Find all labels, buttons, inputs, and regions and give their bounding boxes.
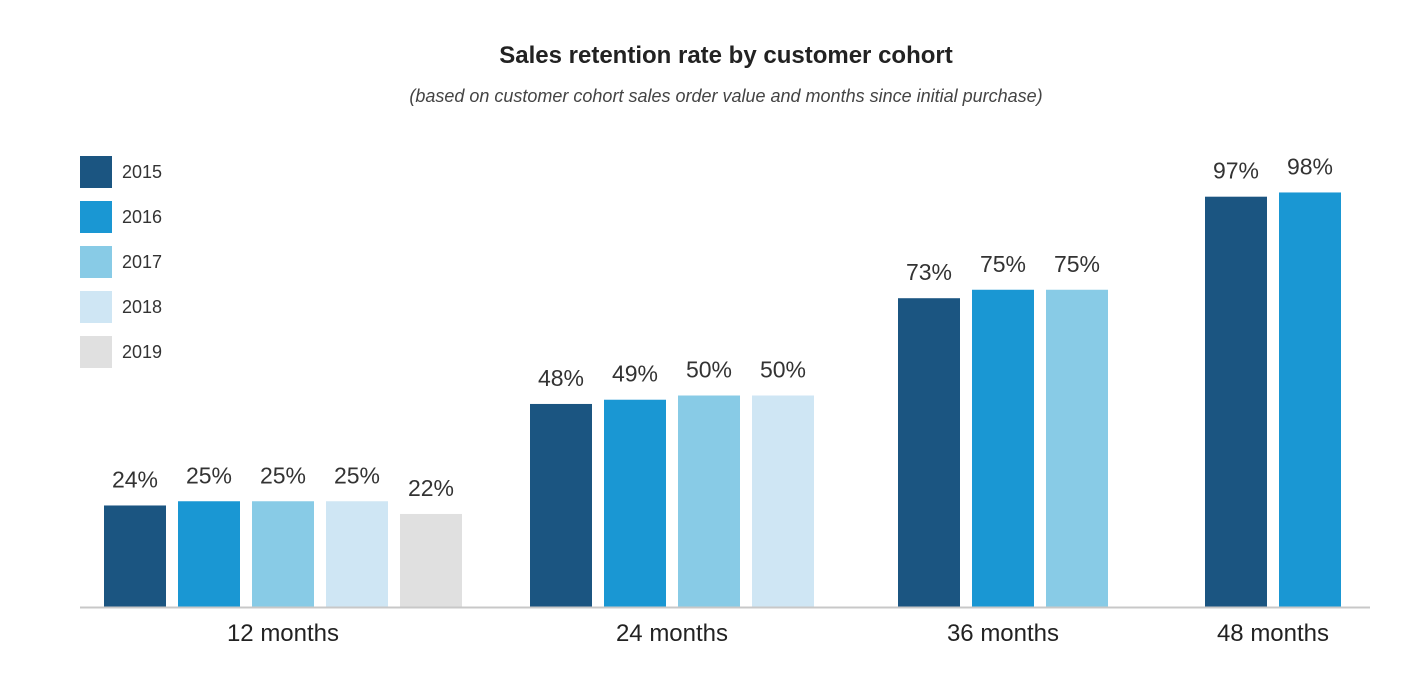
data-label-2016-12-months: 25% — [186, 462, 232, 488]
chart-subtitle: (based on customer cohort sales order va… — [409, 86, 1043, 106]
bar-2019-12-months — [400, 513, 462, 607]
legend-label-2019: 2019 — [122, 342, 162, 362]
category-label-36-months: 36 months — [947, 620, 1059, 647]
data-label-2017-36-months: 75% — [1054, 251, 1100, 277]
data-label-2015-12-months: 24% — [112, 466, 158, 492]
legend: 2015 2016 2017 2018 2019 — [80, 156, 162, 368]
data-label-2016-36-months: 75% — [980, 251, 1026, 277]
bars-group — [104, 192, 1341, 607]
data-label-2018-24-months: 50% — [760, 357, 806, 383]
data-label-2017-24-months: 50% — [686, 357, 732, 383]
bar-2017-24-months — [678, 395, 740, 607]
legend-swatch-2015 — [80, 156, 112, 188]
data-label-2015-36-months: 73% — [906, 259, 952, 285]
category-label-12-months: 12 months — [227, 620, 339, 647]
bar-2015-12-months — [104, 505, 166, 607]
data-label-2016-48-months: 98% — [1287, 153, 1333, 179]
legend-label-2015: 2015 — [122, 162, 162, 182]
data-label-2019-12-months: 22% — [408, 475, 454, 501]
legend-swatch-2018 — [80, 291, 112, 323]
bar-2017-12-months — [252, 501, 314, 607]
legend-swatch-2016 — [80, 201, 112, 233]
data-label-2017-12-months: 25% — [260, 462, 306, 488]
category-label-24-months: 24 months — [616, 620, 728, 647]
bar-2015-24-months — [530, 403, 592, 607]
category-label-48-months: 48 months — [1217, 620, 1329, 647]
data-label-2015-24-months: 48% — [538, 365, 584, 391]
data-label-2018-12-months: 25% — [334, 462, 380, 488]
bar-2015-48-months — [1205, 196, 1267, 607]
bar-2018-24-months — [752, 395, 814, 607]
bar-2016-48-months — [1279, 192, 1341, 607]
legend-swatch-2019 — [80, 336, 112, 368]
bar-2017-36-months — [1046, 289, 1108, 607]
legend-label-2016: 2016 — [122, 207, 162, 227]
legend-label-2018: 2018 — [122, 297, 162, 317]
bar-2018-12-months — [326, 501, 388, 607]
bar-2016-12-months — [178, 501, 240, 607]
bar-2016-36-months — [972, 289, 1034, 607]
legend-label-2017: 2017 — [122, 252, 162, 272]
bar-2016-24-months — [604, 399, 666, 607]
data-label-2015-48-months: 97% — [1213, 158, 1259, 184]
legend-swatch-2017 — [80, 246, 112, 278]
category-labels-group: 12 months 24 months 36 months 48 months — [227, 620, 1329, 647]
data-labels-group: 24% 25% 25% 25% 22% 48% 49% 50% 50% 73% 75% 75% 97% 9… — [112, 153, 1333, 500]
bar-2015-36-months — [898, 298, 960, 607]
data-label-2016-24-months: 49% — [612, 361, 658, 387]
chart-title: Sales retention rate by customer cohort — [499, 42, 953, 69]
